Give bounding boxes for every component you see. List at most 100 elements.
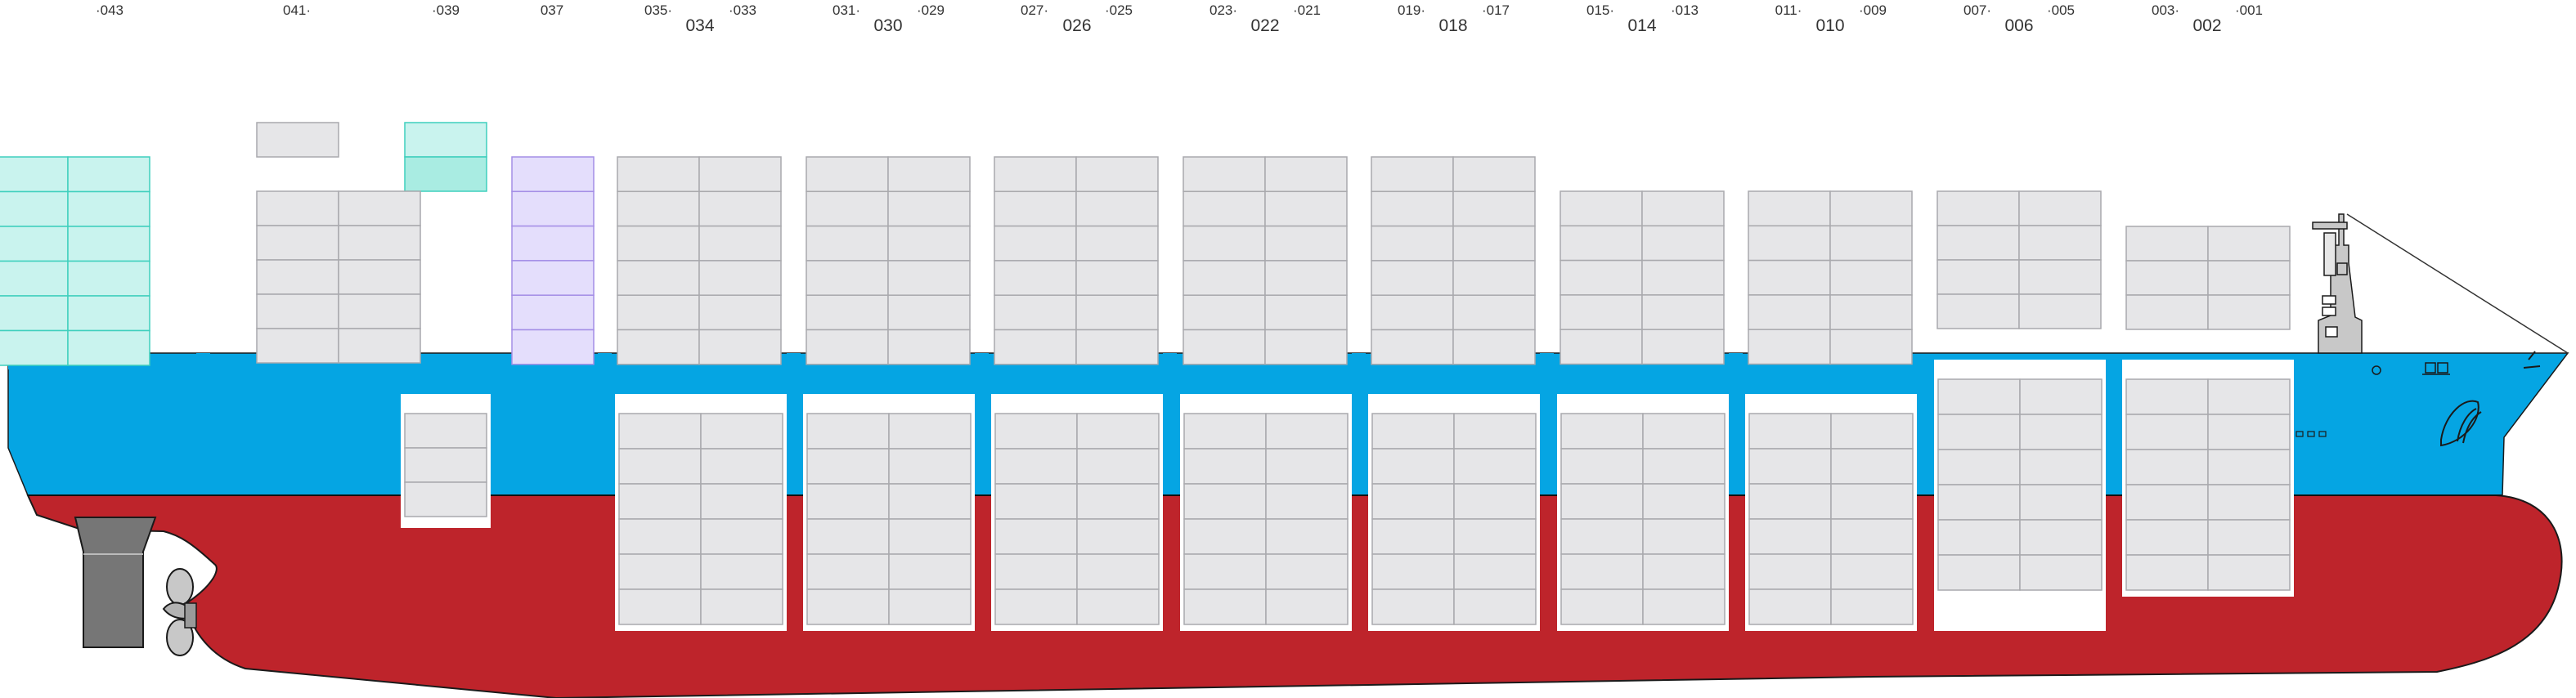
deck-container — [1183, 260, 1266, 296]
deck-container — [1452, 260, 1536, 296]
hold-container — [1183, 553, 1267, 590]
deck-container — [1641, 225, 1725, 262]
hold-container — [2125, 519, 2209, 556]
hold-container — [1560, 518, 1644, 555]
hold-container — [1560, 588, 1644, 625]
hold-container — [1371, 448, 1455, 485]
bay-label-odd: 011· — [1775, 2, 1802, 18]
deck-container — [1936, 225, 2020, 261]
hold-container — [994, 518, 1078, 555]
stern-details — [74, 517, 197, 656]
deck-container — [1560, 225, 1643, 262]
bay-label-even: 034 — [685, 16, 714, 35]
hold-container — [2019, 519, 2103, 556]
hold-container — [1937, 519, 2021, 556]
hold-container — [1453, 518, 1537, 555]
deck-container — [1829, 225, 1913, 262]
deck-container — [1264, 260, 1348, 296]
deck-container-teal — [67, 190, 150, 227]
deck-container-teal — [67, 295, 150, 332]
bay-label-even: 030 — [873, 16, 902, 35]
bay-label-odd: ·005 — [2047, 2, 2075, 18]
hold-container — [1265, 448, 1349, 485]
deck-container — [994, 190, 1077, 227]
hold-container — [1453, 553, 1537, 590]
deck-container — [994, 294, 1077, 331]
hold-container — [1642, 483, 1726, 520]
deck-container — [2018, 293, 2102, 329]
deck-container — [994, 225, 1077, 262]
deck-container — [994, 260, 1077, 296]
deck-posts — [8, 353, 1743, 369]
hold-container — [1748, 413, 1832, 450]
hold-container — [1183, 413, 1267, 450]
hold-container — [1748, 518, 1832, 555]
deck-container — [1075, 156, 1159, 193]
bay-label-odd: ·013 — [1671, 2, 1699, 18]
hold-container — [888, 413, 972, 450]
deck-container — [1264, 294, 1348, 331]
hold-container — [1076, 518, 1160, 555]
deck-container — [1748, 294, 1831, 330]
deck-container — [256, 122, 339, 158]
deck-container — [806, 294, 889, 331]
bay-label-odd: 007· — [1963, 2, 1991, 18]
hold-container — [1265, 553, 1349, 590]
hold-container — [2207, 414, 2291, 450]
deck-container — [1748, 225, 1831, 262]
deck-container-lavender — [511, 190, 595, 227]
bay-label-even: 002 — [2192, 16, 2221, 35]
hold-container — [806, 588, 890, 625]
hold-container — [806, 553, 890, 590]
hold-container — [2207, 378, 2291, 415]
deck-containers — [0, 122, 2291, 366]
deck-container — [1183, 156, 1266, 193]
deck-container — [338, 328, 421, 364]
hold-container — [2207, 484, 2291, 521]
bay-label-odd: ·039 — [432, 2, 460, 18]
bay-label-odd: ·009 — [1859, 2, 1887, 18]
deck-container — [2125, 294, 2209, 330]
deck-container — [617, 294, 700, 331]
hold-container — [1183, 518, 1267, 555]
hold-container — [2125, 378, 2209, 415]
hold-container — [1076, 448, 1160, 485]
deck-container — [1371, 294, 1454, 331]
hold-container — [404, 413, 487, 449]
hold-container — [2125, 414, 2209, 450]
deck-post — [787, 353, 801, 369]
hold-container — [1642, 518, 1726, 555]
deck-container — [2018, 190, 2102, 226]
hold-container — [1937, 484, 2021, 521]
deck-container — [994, 329, 1077, 365]
deck-post — [1163, 353, 1177, 369]
hold-container — [1183, 588, 1267, 625]
hold-container — [1937, 449, 2021, 485]
deck-container — [887, 329, 971, 365]
hold-container — [1642, 413, 1726, 450]
hold-container — [618, 553, 702, 590]
deck-container — [1371, 225, 1454, 262]
hold-container — [2207, 519, 2291, 556]
hold-container — [2019, 414, 2103, 450]
hold-container — [1830, 483, 1914, 520]
bow-hatch-icon — [2425, 362, 2436, 374]
deck-container — [1748, 259, 1831, 296]
deck-container — [806, 225, 889, 262]
deck-container — [994, 156, 1077, 193]
hold-container — [618, 483, 702, 520]
deck-container — [1829, 190, 1913, 227]
deck-container — [1264, 190, 1348, 227]
hold-container — [700, 588, 783, 625]
deck-container — [256, 293, 339, 329]
deck-post — [1729, 353, 1743, 369]
hold-container — [404, 447, 487, 483]
hold-container — [806, 483, 890, 520]
bay-label-odd: 023· — [1209, 2, 1237, 18]
hold-container — [1830, 448, 1914, 485]
deck-container — [1075, 329, 1159, 365]
deck-container — [1560, 329, 1643, 365]
bay-label-odd: 031· — [832, 2, 860, 18]
deck-container — [1371, 190, 1454, 227]
bay-label-even: 010 — [1815, 16, 1844, 35]
